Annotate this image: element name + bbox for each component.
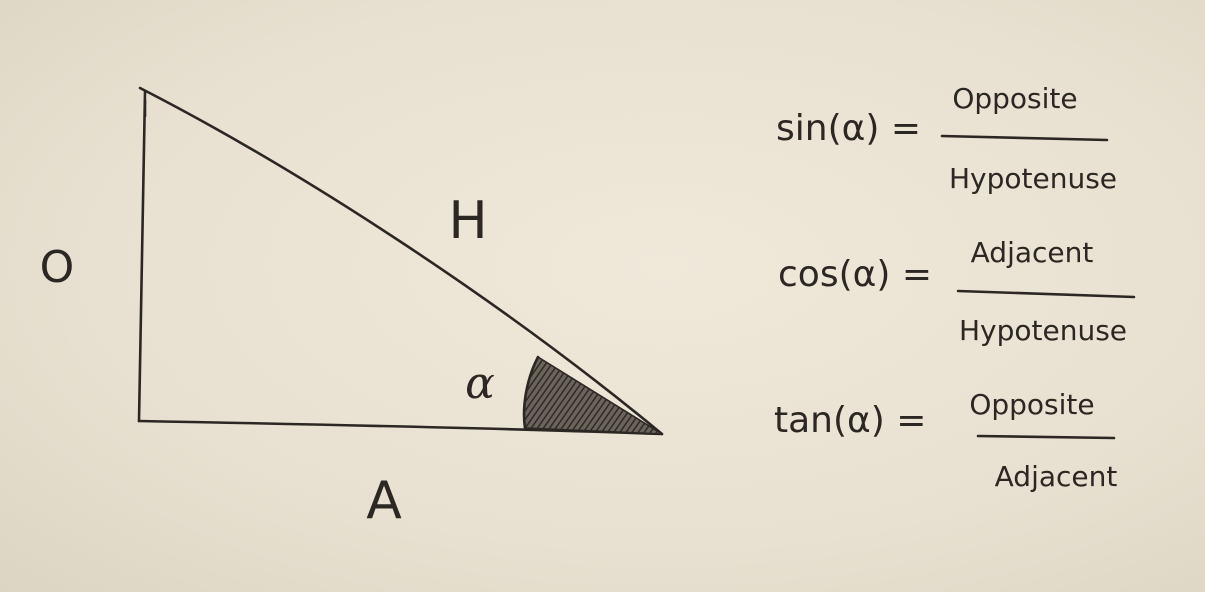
tan-denominator: Adjacent: [995, 460, 1118, 493]
cos-numerator: Adjacent: [971, 236, 1094, 269]
formula-cos: cos(α) = Adjacent Hypotenuse: [778, 236, 1136, 347]
label-hypotenuse: H: [448, 191, 487, 251]
formula-tan: tan(α) = Opposite Adjacent: [774, 388, 1117, 493]
label-opposite: O: [40, 242, 75, 293]
label-angle: α: [465, 358, 495, 409]
sin-numerator: Opposite: [952, 82, 1077, 115]
right-triangle: [137, 86, 664, 436]
tan-fraction-bar: [976, 434, 1116, 440]
angle-arc: [522, 355, 540, 430]
side-hypotenuse: [138, 86, 664, 436]
cos-lhs: cos(α) =: [778, 254, 932, 295]
tan-numerator: Opposite: [969, 388, 1094, 421]
sin-denominator: Hypotenuse: [949, 162, 1117, 195]
sin-lhs: sin(α) =: [776, 108, 921, 149]
label-adjacent: A: [366, 471, 402, 531]
angle-shading: [523, 356, 663, 435]
sin-fraction-bar: [940, 134, 1109, 142]
cos-denominator: Hypotenuse: [959, 314, 1127, 347]
side-opposite: [137, 90, 147, 423]
tan-lhs: tan(α) =: [774, 400, 926, 441]
cos-fraction-bar: [956, 289, 1136, 299]
formula-sin: sin(α) = Opposite Hypotenuse: [776, 82, 1117, 195]
